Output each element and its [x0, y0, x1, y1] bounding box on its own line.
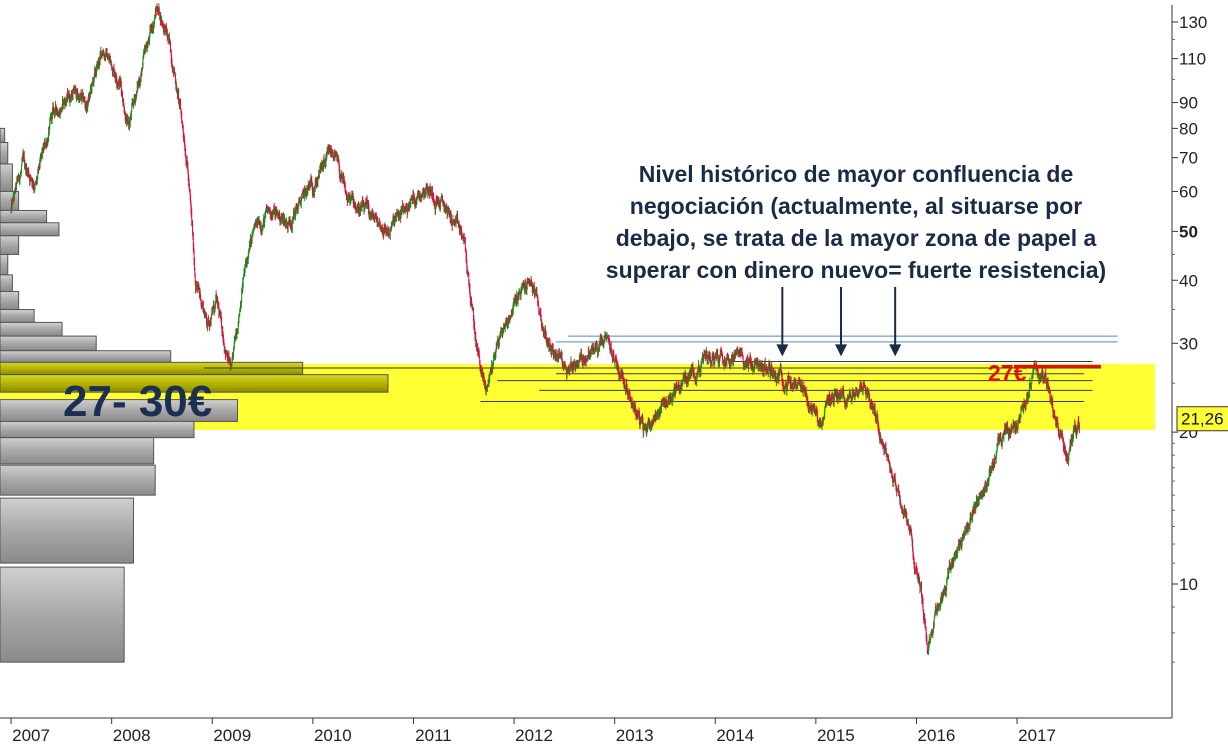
volume-profile-bar	[0, 437, 155, 465]
x-tick-label: 2015	[817, 726, 855, 745]
x-tick-label: 2012	[515, 726, 553, 745]
x-tick-label: 2008	[113, 726, 151, 745]
annotation-line: debajo, se trata de la mayor zona de pap…	[616, 225, 1097, 251]
x-tick-label: 2014	[716, 726, 754, 745]
volume-profile	[0, 127, 389, 663]
y-tick-label: 110	[1179, 50, 1206, 69]
volume-profile-bar	[0, 321, 63, 337]
annotation-arrow-head	[889, 344, 902, 357]
last-price-marker	[1176, 406, 1228, 432]
x-tick-label: 2009	[213, 726, 251, 745]
volume-profile-bar	[0, 142, 9, 165]
volume-profile-bar	[0, 566, 125, 663]
volume-profile-bar	[0, 163, 13, 192]
volume-profile-bar	[0, 464, 156, 496]
level-27-label: 27€	[988, 360, 1027, 386]
volume-profile-bar	[0, 374, 389, 393]
volume-profile-bar	[0, 274, 13, 292]
volume-profile-bar	[0, 290, 20, 311]
y-tick-label: 80	[1179, 119, 1198, 138]
x-tick-label: 2013	[616, 726, 654, 745]
annotation-arrow-head	[776, 344, 789, 357]
x-tick-label: 2011	[415, 726, 452, 745]
annotation-arrows	[776, 287, 902, 357]
annotation-line: Nivel histórico de mayor confluencia de	[639, 161, 1074, 187]
volume-profile-bar	[0, 190, 20, 211]
x-tick-label: 2010	[314, 726, 352, 745]
y-tick-label: 70	[1179, 149, 1198, 168]
y-tick-label: 130	[1179, 13, 1207, 32]
last-price-label: 21,26	[1181, 410, 1224, 429]
annotations: Nivel histórico de mayor confluencia de n…	[63, 161, 1106, 426]
volume-profile-bar	[0, 222, 60, 237]
y-tick-label: 60	[1179, 182, 1198, 201]
candlesticks	[10, 3, 1080, 655]
volume-profile-bar	[0, 235, 20, 255]
y-tick-label: 50	[1179, 222, 1198, 241]
volume-profile-bar	[0, 127, 6, 144]
volume-profile-bar	[0, 209, 48, 224]
volume-profile-bar	[0, 497, 134, 564]
x-tick-label: 2007	[12, 726, 50, 745]
y-tick-label: 30	[1179, 334, 1198, 353]
annotation-arrow-head	[835, 344, 848, 357]
x-tick-label: 2016	[918, 726, 956, 745]
volume-profile-bar	[0, 309, 35, 323]
y-tick-label: 40	[1179, 271, 1198, 290]
zone-lines	[203, 335, 1118, 403]
annotation-line: negociación (actualmente, al situarse po…	[630, 193, 1083, 219]
volume-profile-bar	[0, 350, 172, 363]
annotation-line: superar con dinero nuevo= fuerte resiste…	[606, 257, 1106, 283]
y-tick-label: 90	[1179, 94, 1198, 113]
volume-profile-bar	[0, 335, 97, 352]
x-tick-label: 2017	[1018, 726, 1056, 745]
volume-profile-bar	[0, 253, 9, 276]
y-tick-label: 10	[1179, 575, 1198, 594]
zone-label: 27- 30€	[63, 377, 212, 426]
